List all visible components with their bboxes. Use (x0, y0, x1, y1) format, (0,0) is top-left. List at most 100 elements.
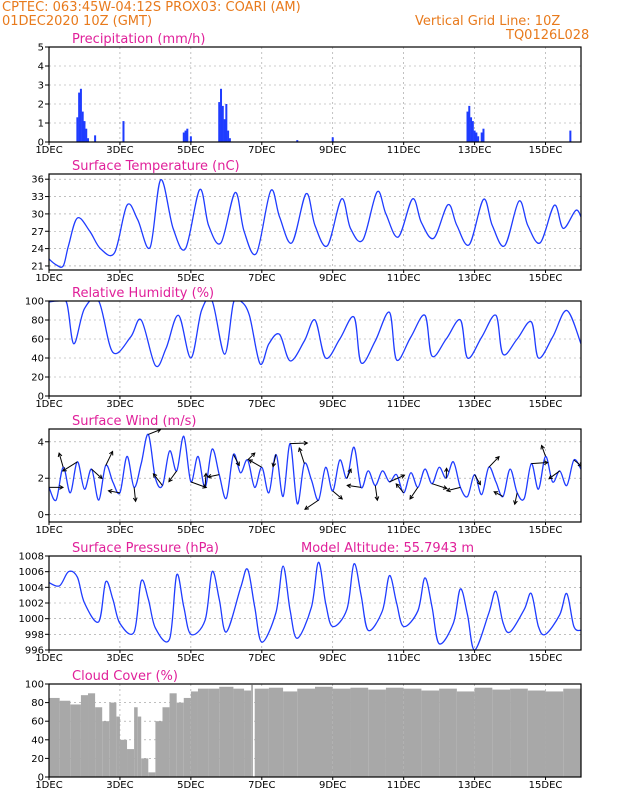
wind-vector-head (444, 467, 449, 473)
cloud-bar (183, 697, 191, 777)
series-line (49, 179, 581, 268)
y-tick-label: 40 (31, 735, 44, 746)
y-tick-label: 40 (31, 354, 44, 365)
precip-bar (569, 130, 572, 142)
wind-vector-head (304, 505, 309, 510)
cloud-bar (297, 688, 315, 777)
x-tick-label: 3DEC (106, 653, 133, 664)
cloud-bar (233, 688, 245, 777)
x-tick-label: 15DEC (529, 145, 563, 156)
cloud-bar (254, 688, 269, 777)
cloud-bar (545, 691, 564, 777)
precip-bar (182, 132, 185, 142)
precip-bar (223, 119, 226, 142)
wind-vector (374, 485, 378, 501)
precip-bar (471, 121, 474, 142)
x-tick-label: 11DEC (387, 525, 421, 536)
cloud-bar (510, 688, 528, 777)
wind-vector (409, 487, 419, 500)
x-tick-label: 7DEC (248, 653, 275, 664)
wind-vector (541, 445, 547, 457)
cloud-bar (190, 691, 198, 777)
series-group-5 (49, 684, 581, 777)
cloud-bar (141, 758, 149, 777)
precip-bar (218, 102, 221, 142)
cloud-bar (88, 693, 96, 777)
wind-vector-head (395, 483, 401, 488)
y-tick-label: 80 (31, 316, 44, 327)
wind-vector (168, 470, 178, 482)
y-tick-label: 2 (38, 100, 44, 111)
series-line (49, 433, 581, 505)
cloud-bar (116, 716, 120, 777)
wind-vector (332, 490, 343, 500)
wind-vector-head (338, 495, 344, 500)
cloud-bar (169, 693, 177, 777)
wind-vector (347, 484, 362, 488)
x-tick-label: 7DEC (248, 525, 275, 536)
wind-vector (290, 442, 308, 445)
x-tick-label: 15DEC (529, 780, 563, 791)
panel-frame-2 (48, 300, 582, 397)
y-tick-label: 998 (25, 630, 44, 641)
wind-vector (395, 483, 405, 494)
panel-frame-5 (48, 683, 582, 778)
x-tick-label: 13DEC (458, 780, 492, 791)
cloud-bar (197, 688, 209, 777)
wind-vector (248, 459, 263, 468)
x-tick-label: 7DEC (248, 399, 275, 410)
cloud-bar (439, 688, 457, 777)
x-tick-label: 11DEC (387, 780, 421, 791)
x-tick-label: 9DEC (319, 273, 346, 284)
x-tick-label: 15DEC (529, 525, 563, 536)
x-tick-label: 11DEC (387, 273, 421, 284)
cloud-bar (332, 688, 351, 777)
wind-vector-head (347, 468, 352, 474)
y-tick-label: 20 (31, 373, 44, 384)
wind-vector (62, 461, 78, 472)
x-tick-label: 5DEC (177, 780, 204, 791)
cloud-bar (162, 707, 170, 777)
wind-vector-head (168, 477, 173, 483)
x-tick-label: 3DEC (106, 399, 133, 410)
x-tick-label: 7DEC (248, 780, 275, 791)
cloud-bar (368, 689, 386, 777)
cloud-bar (119, 739, 128, 777)
precip-bar (477, 136, 480, 142)
cloud-bar (251, 684, 253, 777)
precip-bar (225, 104, 228, 142)
wind-vector (474, 474, 481, 485)
wind-vector-head (476, 480, 481, 486)
wind-vector-head (250, 452, 256, 458)
wind-vector (272, 454, 277, 467)
wind-vector (133, 487, 137, 502)
wind-vector (105, 451, 114, 466)
y-tick-label: 1 (38, 119, 44, 130)
precip-bar (296, 140, 299, 142)
precip-bar (186, 128, 189, 142)
wind-vector-head (109, 450, 114, 456)
precip-bar (468, 105, 471, 142)
wind-vector (148, 429, 161, 435)
wind-vector-head (298, 447, 303, 453)
precip-bar (122, 121, 125, 142)
y-tick-label: 24 (31, 244, 44, 255)
wind-vector-head (152, 473, 158, 478)
header-station-line: CPTEC: 063:45W-04:12S PROX03: COARI (AM) (2, 0, 301, 15)
wind-vector-head (540, 444, 545, 450)
cloud-bar (219, 686, 234, 777)
x-tick-label: 1DEC (35, 399, 62, 410)
cloud-bar (148, 772, 156, 777)
precip-bar (227, 130, 230, 142)
x-tick-label: 13DEC (458, 525, 492, 536)
wind-vector-head (400, 474, 406, 479)
series-group-4 (49, 561, 581, 650)
precip-bar (85, 128, 88, 142)
wind-vector (91, 468, 103, 479)
y-tick-label: 20 (31, 754, 44, 765)
y-tick-label: 60 (31, 717, 44, 728)
cloud-bar (385, 687, 404, 777)
cloud-bar (527, 690, 546, 777)
wind-vector-head (206, 474, 212, 479)
